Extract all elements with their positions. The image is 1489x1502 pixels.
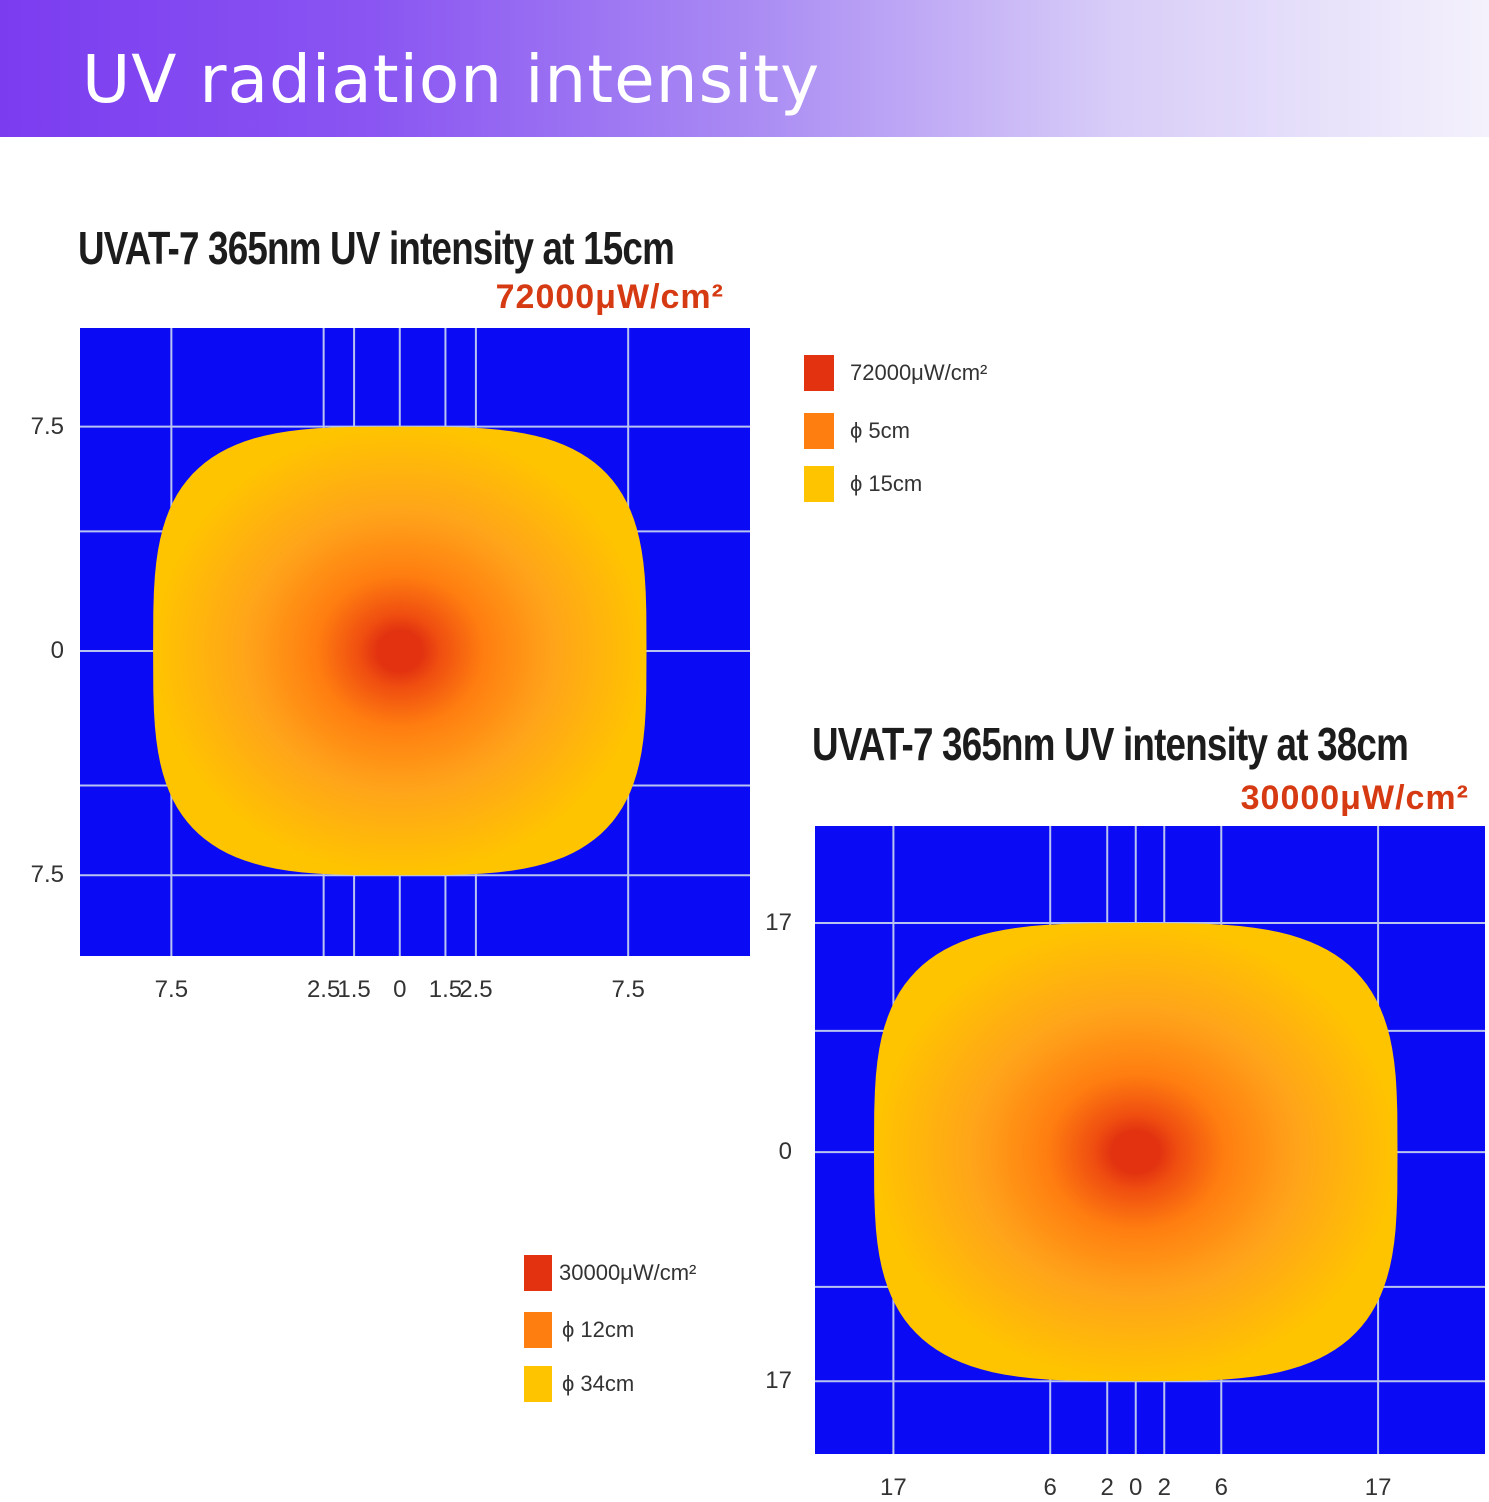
chart-subtitle: 72000μW/cm² — [495, 278, 724, 316]
legend-item: ϕ 5cm — [804, 413, 1064, 449]
x-tick-label: 2.5 — [306, 976, 341, 1003]
heatmap-plot — [815, 826, 1485, 1454]
legend-swatch-peak — [524, 1255, 552, 1291]
x-tick-label: 0 — [393, 976, 407, 1003]
y-tick-label: 7.5 — [30, 861, 64, 889]
legend-label: ϕ 12cm — [562, 1317, 635, 1342]
x-tick-label: 2 — [1100, 1474, 1114, 1501]
y-tick-label: 0 — [778, 1138, 792, 1166]
legend-item: ϕ 15cm — [804, 466, 1064, 502]
legend-swatch-mid — [524, 1312, 552, 1348]
legend-swatch-mid — [804, 413, 834, 449]
x-tick-label: 6 — [1214, 1474, 1228, 1501]
intensity-zone — [874, 923, 1398, 1382]
x-tick-label: 17 — [1364, 1474, 1392, 1501]
chart-subtitle: 30000μW/cm² — [1240, 779, 1469, 817]
x-tick-label: 7.5 — [611, 976, 645, 1003]
x-tick-label: 6 — [1043, 1474, 1057, 1501]
x-tick-label: 2.5 — [459, 976, 493, 1003]
legend-swatch-outer — [524, 1366, 552, 1402]
legend-item: 72000μW/cm² — [804, 355, 1064, 391]
y-tick-label: 17 — [765, 1367, 792, 1395]
x-tick-label: 1.5 — [428, 976, 463, 1003]
chart-title: UVAT-7 365nm UV intensity at 38cm — [812, 718, 1409, 770]
legend-label: ϕ 5cm — [850, 418, 910, 443]
legend-label: ϕ 34cm — [562, 1371, 635, 1396]
legend-swatch-outer — [804, 466, 834, 502]
legend-label: 30000μW/cm² — [559, 1260, 697, 1285]
legend-item: ϕ 12cm — [524, 1312, 784, 1348]
legend-label: 72000μW/cm² — [850, 360, 988, 385]
heatmap-plot — [80, 328, 750, 956]
x-tick-label: 2 — [1157, 1474, 1171, 1501]
header-banner: UV radiation intensity — [0, 0, 1489, 137]
page-title: UV radiation intensity — [82, 41, 821, 118]
x-tick-label: 1.5 — [337, 976, 371, 1003]
legend-item: ϕ 34cm — [524, 1366, 784, 1402]
y-tick-label: 7.5 — [30, 412, 64, 440]
intensity-zone — [153, 426, 647, 876]
y-tick-label: 0 — [50, 636, 64, 664]
x-tick-label: 0 — [1129, 1474, 1143, 1501]
legend-swatch-peak — [804, 355, 834, 391]
legend-item: 30000μW/cm² — [524, 1255, 784, 1291]
chart-title: UVAT-7 365nm UV intensity at 15cm — [78, 222, 675, 274]
x-tick-label: 7.5 — [154, 976, 189, 1003]
legend-label: ϕ 15cm — [850, 471, 923, 496]
y-tick-label: 17 — [765, 909, 792, 937]
x-tick-label: 17 — [880, 1474, 907, 1501]
